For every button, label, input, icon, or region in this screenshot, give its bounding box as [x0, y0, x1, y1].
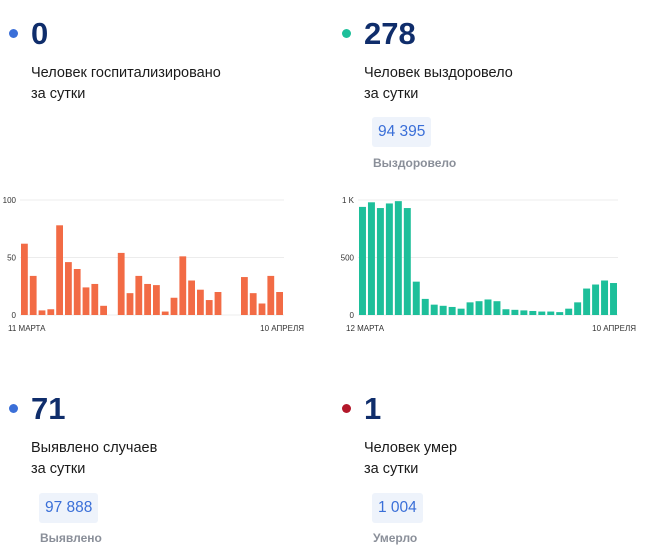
bar [100, 305, 107, 315]
hospitalized-dot [9, 29, 18, 38]
bar [421, 298, 429, 315]
bar [38, 310, 46, 315]
bar [493, 301, 501, 315]
bar [73, 269, 81, 315]
bar [170, 297, 178, 315]
hospitalized-desc-line2: за сутки [31, 86, 86, 102]
bar [29, 275, 37, 315]
bar [117, 252, 125, 315]
recovered-desc-line1: Человек выздоровело [364, 65, 513, 81]
hospitalized-value: 0 [31, 16, 49, 51]
x-end-label: 10 АПРЕЛЯ [592, 324, 636, 333]
bar [249, 293, 257, 315]
y-tick-label: 500 [341, 254, 355, 263]
bar [547, 311, 555, 315]
y-tick-label: 0 [12, 311, 17, 320]
bar [276, 292, 283, 315]
bar [258, 303, 266, 315]
bar [367, 202, 375, 315]
deaths-total-label: Умерло [373, 531, 418, 545]
bar [430, 304, 438, 315]
bar [520, 310, 528, 315]
bar [565, 308, 573, 315]
bar [241, 277, 248, 315]
cases-value: 71 [31, 391, 66, 426]
bar [529, 310, 537, 315]
bar [47, 309, 55, 315]
bar [385, 203, 393, 315]
bar [153, 285, 160, 315]
bar [359, 206, 366, 315]
bar [538, 311, 546, 315]
deaths-value: 1 [364, 391, 382, 426]
recovered-desc-line2: за сутки [364, 86, 419, 102]
bar [135, 275, 143, 315]
bar [556, 312, 564, 315]
bar [21, 243, 28, 315]
hospitalized-desc-line1: Человек госпитализировано [31, 65, 221, 81]
bar [205, 300, 213, 315]
y-tick-label: 1 K [342, 196, 355, 205]
hospitalized-bar-chart: 100 50 0 11 МАРТА 10 АПРЕЛЯ [3, 196, 305, 333]
bar [161, 311, 169, 315]
bar [91, 283, 99, 315]
bar [610, 283, 617, 315]
cases-total-label: Выявлено [40, 531, 102, 545]
bar [126, 293, 134, 315]
deaths-total-badge: 1 004 [372, 493, 423, 523]
bar [267, 275, 275, 315]
bar [179, 256, 187, 315]
y-tick-label: 50 [7, 254, 16, 263]
bar [197, 289, 204, 315]
recovered-bar-chart: 1 K 500 0 12 МАРТА 10 АПРЕЛЯ [341, 196, 637, 333]
recovered-total-label: Выздоровело [373, 156, 457, 170]
bar [394, 201, 402, 315]
bar [457, 308, 465, 315]
y-tick-label: 100 [3, 196, 17, 205]
bar [601, 280, 609, 315]
cases-dot [9, 404, 18, 413]
bar [466, 302, 474, 315]
bar [56, 225, 63, 315]
cases-desc-line1: Выявлено случаев [31, 440, 158, 456]
bar [144, 283, 151, 315]
x-start-label: 11 МАРТА [8, 324, 46, 333]
bar [511, 309, 519, 315]
recovered-total-badge: 94 395 [372, 117, 432, 147]
bar [439, 305, 447, 315]
cases-total-badge: 97 888 [39, 493, 99, 523]
recovered-dot [342, 29, 351, 38]
deaths-dot [342, 404, 351, 413]
bar [574, 302, 582, 315]
bar [188, 280, 195, 315]
bar [214, 292, 222, 315]
bar [82, 287, 90, 315]
bar [412, 281, 420, 315]
bar [403, 208, 411, 315]
bar [475, 301, 483, 315]
cases-desc-line2: за сутки [31, 461, 86, 477]
deaths-desc-line2: за сутки [364, 461, 419, 477]
x-end-label: 10 АПРЕЛЯ [260, 324, 304, 333]
bar [448, 306, 456, 315]
bar [583, 288, 591, 315]
bar [592, 284, 600, 315]
bar [376, 208, 384, 315]
bar [502, 309, 510, 315]
bar [484, 299, 492, 315]
recovered-value: 278 [364, 16, 416, 51]
bar [65, 262, 72, 315]
y-tick-label: 0 [350, 311, 355, 320]
deaths-desc-line1: Человек умер [364, 440, 458, 456]
x-start-label: 12 МАРТА [346, 324, 385, 333]
